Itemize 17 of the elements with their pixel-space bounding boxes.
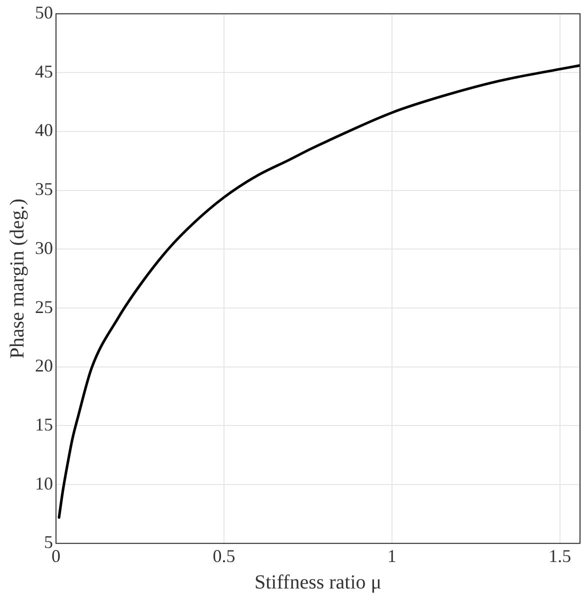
x-tick-label: 0.5 [212,546,236,566]
x-tick-label: 0 [52,546,60,566]
y-tick-label: 10 [35,473,53,494]
y-tick-label: 50 [35,2,53,23]
y-axis-title: Phase margin (deg.) [6,198,28,359]
y-tick-label: 40 [35,120,53,140]
y-tick-label: 15 [35,414,53,434]
x-tick-label: 1.5 [548,546,572,566]
line-series [58,64,580,519]
y-tick-label: 20 [35,356,53,376]
y-tick-label: 30 [35,238,53,258]
y-tick-label: 35 [35,179,53,200]
y-tick-label: 45 [35,61,53,82]
y-tick-label: 5 [44,532,53,552]
y-tick-label: 25 [35,296,53,317]
x-axis-title: Stiffness ratio μ [254,571,382,594]
x-tick-label: 1 [387,546,396,566]
